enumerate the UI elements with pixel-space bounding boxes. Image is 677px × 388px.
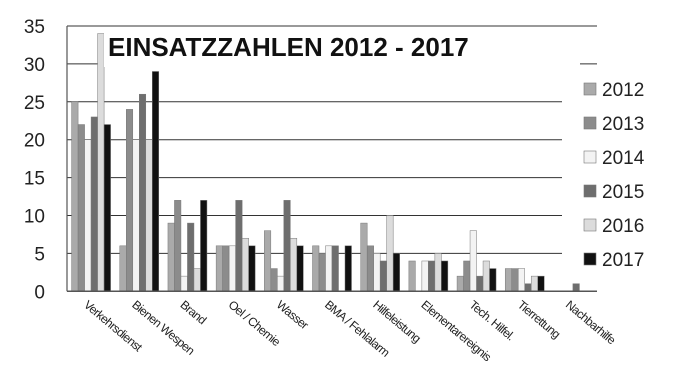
bar-2014 bbox=[373, 253, 381, 292]
bar-2012 bbox=[119, 245, 127, 292]
bar-2017 bbox=[200, 200, 208, 292]
bar-2013 bbox=[318, 253, 326, 292]
bar-2014 bbox=[228, 245, 236, 292]
bar-2015 bbox=[476, 275, 484, 292]
bar-2016 bbox=[530, 275, 538, 292]
bar-2016 bbox=[97, 33, 105, 292]
bar-2015 bbox=[283, 200, 291, 292]
bar-2013 bbox=[126, 109, 134, 292]
legend-label: 2012 bbox=[602, 80, 644, 101]
bar-2013 bbox=[174, 200, 182, 292]
bar-2012 bbox=[264, 230, 272, 292]
y-tick-label: 30 bbox=[24, 55, 45, 76]
bar-2014 bbox=[277, 275, 285, 292]
bar-2012 bbox=[167, 222, 175, 292]
bar-2014 bbox=[84, 139, 92, 292]
chart-title: EINSATZZAHLEN 2012 - 2017 bbox=[108, 32, 469, 62]
legend-label: 2017 bbox=[602, 250, 644, 271]
bar-2012 bbox=[456, 275, 464, 292]
bar-2016 bbox=[290, 237, 298, 292]
bar-2015 bbox=[235, 200, 243, 292]
bar-2017 bbox=[152, 71, 160, 292]
bar-2017 bbox=[392, 253, 400, 292]
bar-2013 bbox=[366, 245, 374, 292]
bar-2012 bbox=[360, 222, 368, 292]
y-tick-label: 10 bbox=[24, 207, 45, 228]
bar-2016 bbox=[386, 215, 394, 292]
bar-2015 bbox=[331, 245, 339, 292]
y-axis-ticks: 0 5 10 15 20 25 30 35 bbox=[24, 17, 45, 303]
bar-2017 bbox=[489, 268, 497, 292]
y-tick-label: 25 bbox=[24, 93, 45, 114]
legend: 2012 2013 2014 2015 2016 2017 bbox=[562, 70, 668, 276]
bar-2015 bbox=[428, 260, 436, 292]
y-tick-label: 15 bbox=[24, 169, 45, 190]
bar-2014 bbox=[421, 260, 429, 292]
bar-2013 bbox=[270, 268, 278, 292]
bar-2017 bbox=[344, 245, 352, 292]
bar-2014 bbox=[325, 245, 333, 292]
bar-2015 bbox=[524, 283, 532, 292]
bars bbox=[71, 33, 580, 292]
legend-swatch bbox=[583, 150, 597, 164]
bar-2016 bbox=[145, 139, 153, 292]
y-tick-label: 5 bbox=[34, 244, 45, 265]
bar-2012 bbox=[215, 245, 223, 292]
bar-2017 bbox=[103, 124, 111, 292]
legend-swatch bbox=[583, 184, 597, 198]
legend-label: 2016 bbox=[602, 216, 644, 237]
legend-swatch bbox=[583, 252, 597, 266]
bar-2017 bbox=[441, 260, 449, 292]
legend-label: 2014 bbox=[602, 148, 645, 169]
bar-2015 bbox=[572, 283, 580, 292]
bar-2015 bbox=[90, 116, 98, 292]
y-tick-label: 0 bbox=[34, 282, 45, 303]
bar-2012 bbox=[408, 260, 416, 292]
y-tick-label: 35 bbox=[24, 17, 45, 38]
bar-2012 bbox=[504, 268, 512, 292]
bar-2013 bbox=[463, 260, 471, 292]
legend-swatch bbox=[583, 82, 597, 96]
title-background bbox=[104, 29, 580, 67]
legend-label: 2013 bbox=[602, 114, 644, 135]
bar-2016 bbox=[241, 237, 249, 292]
legend-label: 2015 bbox=[602, 182, 644, 203]
bar-2015 bbox=[139, 93, 147, 292]
bar-2016 bbox=[193, 268, 201, 292]
legend-swatch bbox=[583, 218, 597, 232]
bar-2013 bbox=[511, 268, 519, 292]
bar-2012 bbox=[312, 245, 320, 292]
bar-2013 bbox=[222, 245, 230, 292]
bar-2014 bbox=[132, 139, 140, 292]
bar-2017 bbox=[296, 245, 304, 292]
legend-box bbox=[562, 70, 668, 276]
bar-2016 bbox=[482, 260, 490, 292]
bar-2015 bbox=[187, 222, 195, 292]
bar-2016 bbox=[434, 253, 442, 292]
bar-2014 bbox=[469, 230, 477, 292]
bar-2012 bbox=[71, 101, 79, 292]
bar-2014 bbox=[180, 275, 188, 292]
bar-2014 bbox=[517, 268, 525, 292]
y-tick-label: 20 bbox=[24, 131, 45, 152]
bar-2017 bbox=[248, 245, 256, 292]
bar-2015 bbox=[379, 260, 387, 292]
bar-2017 bbox=[537, 275, 545, 292]
legend-swatch bbox=[583, 116, 597, 130]
bar-2013 bbox=[77, 124, 85, 292]
